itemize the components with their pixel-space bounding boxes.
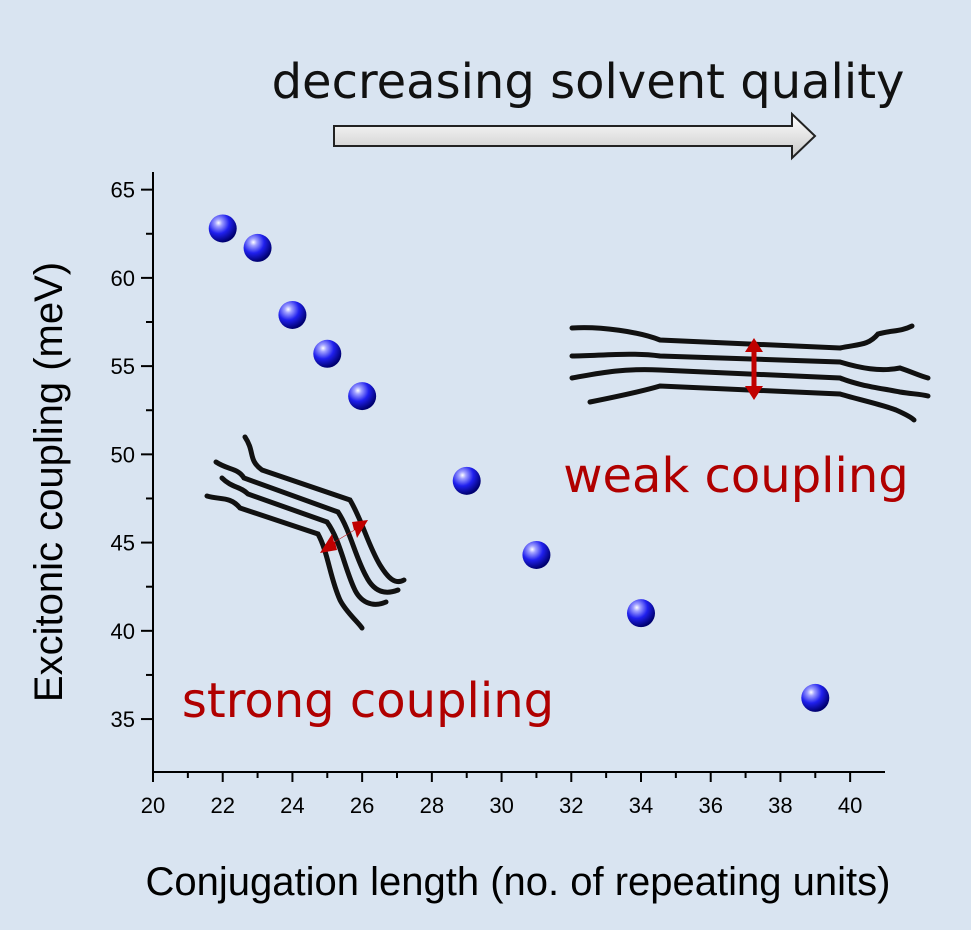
x-tick-label: 36 (698, 793, 722, 818)
y-tick-label: 45 (111, 531, 135, 556)
data-point (278, 300, 307, 329)
x-ticks: 20 22 24 26 28 30 32 34 36 38 40 (141, 772, 862, 818)
x-tick-label: 20 (141, 793, 165, 818)
data-point (522, 540, 551, 569)
strong-coupling-label: strong coupling (182, 673, 554, 729)
data-point (243, 233, 272, 262)
x-tick-label: 32 (559, 793, 583, 818)
data-point (208, 214, 237, 243)
y-axis-title: Excitonic coupling (meV) (27, 262, 71, 702)
solvent-quality-arrow (333, 111, 817, 161)
x-tick-label: 22 (210, 793, 234, 818)
weak-coupling-arrow (745, 338, 763, 400)
strong-coupling-arrow (320, 520, 368, 553)
weak-coupling-chains (569, 323, 931, 423)
data-point (452, 466, 481, 495)
weak-coupling-label: weak coupling (563, 448, 908, 504)
solvent-quality-label: decreasing solvent quality (272, 54, 905, 110)
x-tick-label: 26 (350, 793, 374, 818)
x-axis-title: Conjugation length (no. of repeating uni… (146, 860, 891, 904)
x-tick-label: 40 (838, 793, 862, 818)
strong-coupling-chains (204, 434, 407, 631)
y-tick-label: 60 (111, 266, 135, 291)
data-point (313, 339, 342, 368)
y-tick-label: 40 (111, 619, 135, 644)
x-tick-label: 38 (768, 793, 792, 818)
x-tick-label: 24 (280, 793, 304, 818)
y-tick-label: 35 (111, 707, 135, 732)
x-tick-label: 34 (629, 793, 653, 818)
x-tick-label: 30 (489, 793, 513, 818)
data-point (627, 599, 655, 628)
y-ticks: 35 40 45 50 55 60 65 (111, 178, 153, 732)
y-tick-label: 50 (111, 442, 135, 467)
y-tick-label: 55 (111, 354, 135, 379)
y-tick-label: 65 (111, 178, 135, 203)
data-point (801, 683, 830, 712)
data-point (348, 382, 377, 411)
data-points (208, 214, 830, 712)
x-tick-label: 28 (420, 793, 444, 818)
axes: 20 22 24 26 28 30 32 34 36 38 40 35 40 45 50 55 60 65 (111, 172, 885, 818)
